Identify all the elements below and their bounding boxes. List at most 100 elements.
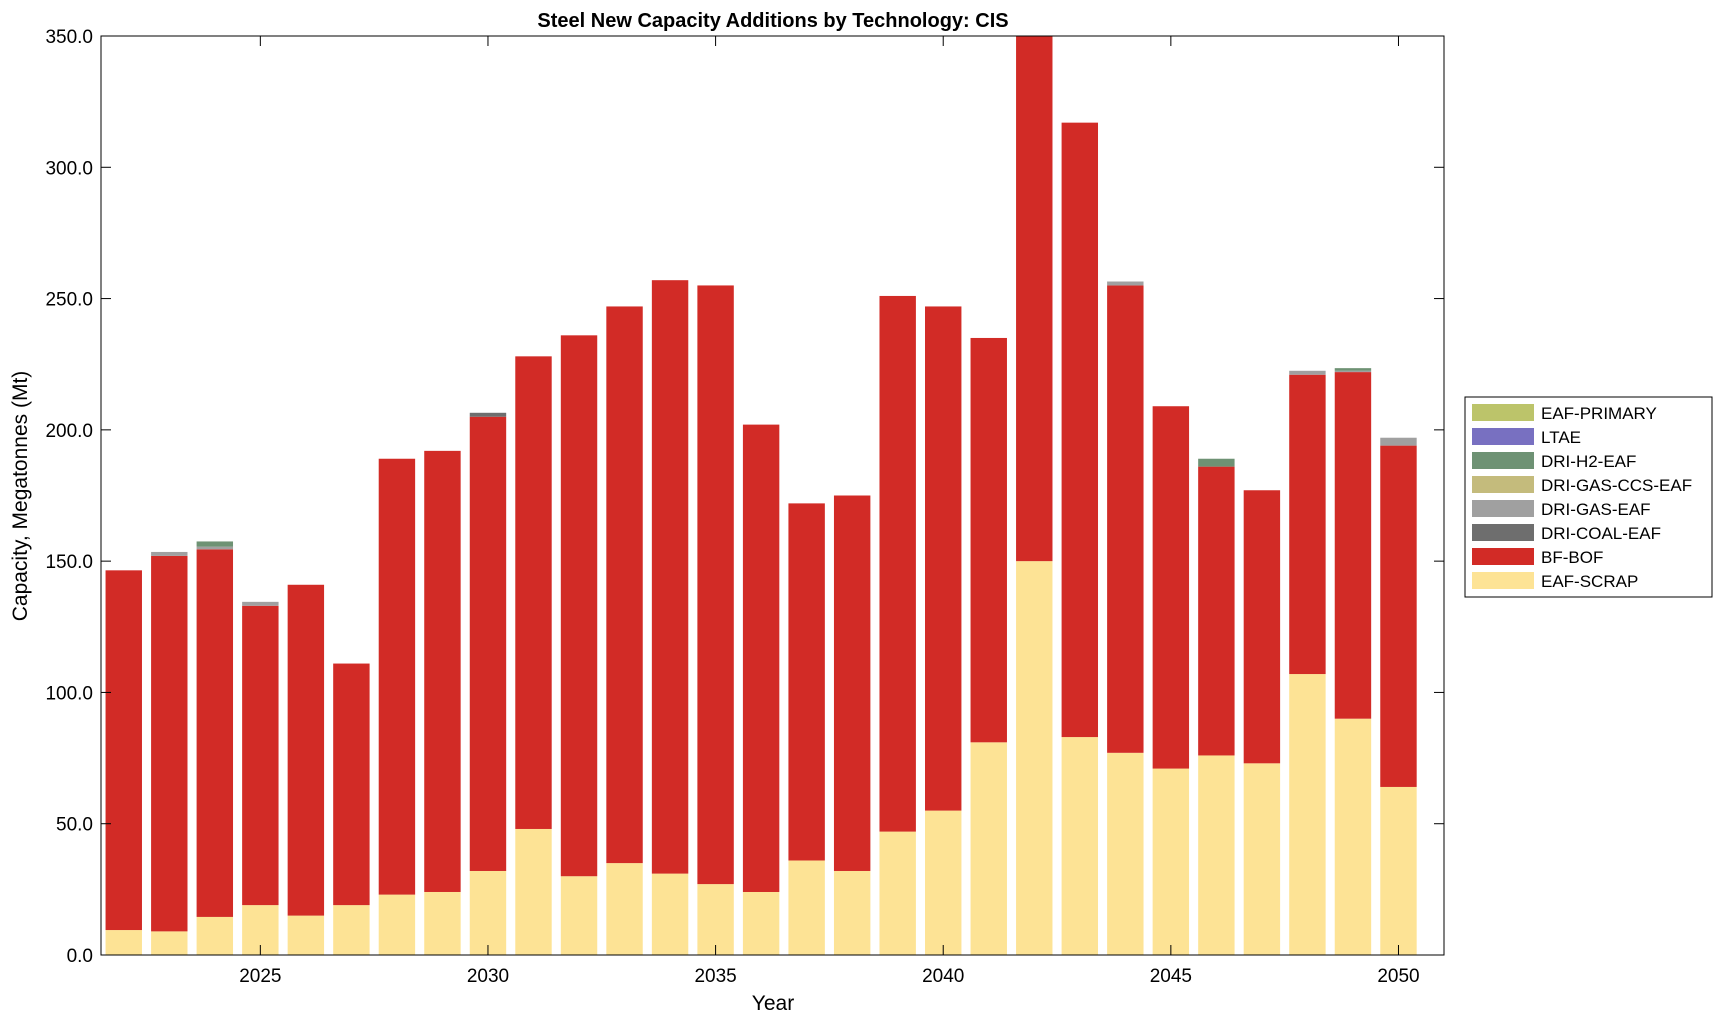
bar-segment-eaf-scrap-2026 — [287, 915, 325, 955]
bar-segment-eaf-scrap-2048 — [1289, 674, 1326, 955]
bar-segment-eaf-scrap-2027 — [333, 905, 370, 955]
bar-segment-bf-bof-2044 — [1107, 285, 1144, 753]
x-tick-label: 2030 — [467, 966, 509, 987]
bar-segment-eaf-scrap-2023 — [151, 931, 188, 955]
bar-segment-eaf-scrap-2035 — [697, 884, 734, 955]
bar-segment-eaf-scrap-2028 — [378, 894, 416, 955]
bar-segment-bf-bof-2030 — [469, 416, 507, 871]
bar-segment-bf-bof-2047 — [1243, 490, 1281, 764]
plot-frame — [100, 35, 1445, 956]
bar-segment-eaf-scrap-2036 — [742, 891, 780, 955]
x-tick-label: 2040 — [922, 966, 964, 987]
legend-swatch-dri-gas-ccs-eaf — [1472, 476, 1534, 493]
bar-segment-bf-bof-2043 — [1061, 122, 1099, 738]
y-axis: 0.0 50.0 100.0 150.0 200.0 250.0 300.0 350.0 — [45, 27, 1444, 967]
bar-segment-eaf-scrap-2042 — [1016, 561, 1053, 955]
x-tick-label: 2035 — [694, 966, 736, 987]
bar-segment-bf-bof-2023 — [151, 555, 188, 932]
bar-segment-eaf-scrap-2049 — [1334, 718, 1372, 955]
bar-segment-bf-bof-2022 — [105, 570, 142, 931]
bar-segment-eaf-scrap-2032 — [560, 876, 598, 955]
x-axis: 2025 2030 2035 2040 2045 2050 — [239, 36, 1420, 987]
bar-segment-eaf-scrap-2030 — [469, 870, 507, 955]
legend-box — [1464, 396, 1713, 598]
bar-segment-bf-bof-2029 — [424, 450, 461, 892]
bar-segment-bf-bof-2049 — [1334, 372, 1372, 719]
bar-segment-eaf-scrap-2037 — [788, 860, 825, 955]
bar-segment-bf-bof-2040 — [925, 306, 962, 811]
y-tick-label: 300.0 — [45, 158, 93, 179]
bar-segment-bf-bof-2036 — [742, 424, 780, 892]
bar-segment-eaf-scrap-2039 — [879, 831, 916, 955]
bar-segment-bf-bof-2050 — [1380, 445, 1417, 787]
bar-segment-eaf-scrap-2031 — [515, 828, 552, 955]
bar-segment-dri-gas-eaf-2024 — [196, 546, 234, 550]
bar-segment-eaf-scrap-2044 — [1107, 752, 1144, 955]
bar-segment-bf-bof-2033 — [606, 306, 643, 864]
bar-segment-bf-bof-2024 — [196, 549, 234, 917]
bar-segment-bf-bof-2039 — [879, 295, 916, 832]
bar-segment-eaf-scrap-2040 — [925, 810, 962, 955]
bar-segment-dri-gas-eaf-2048 — [1289, 370, 1326, 375]
bar-segment-eaf-scrap-2029 — [424, 891, 461, 955]
bar-segment-bf-bof-2027 — [333, 663, 370, 906]
bar-segment-bf-bof-2025 — [242, 605, 279, 906]
legend-swatch-dri-coal-eaf — [1472, 524, 1534, 541]
bar-segment-eaf-scrap-2034 — [651, 873, 689, 955]
x-tick-label: 2050 — [1377, 966, 1419, 987]
chart-title: Steel New Capacity Additions by Technolo… — [537, 10, 1008, 32]
y-tick-label: 0.0 — [67, 946, 93, 967]
bar-segment-bf-bof-2048 — [1289, 374, 1326, 675]
bar-segment-eaf-scrap-2022 — [105, 930, 142, 955]
bar-segment-bf-bof-2045 — [1152, 406, 1190, 769]
bar-segment-dri-h2-eaf-2049 — [1334, 368, 1372, 371]
bar-segment-dri-h2-eaf-2024 — [196, 541, 234, 547]
legend-label-dri-gas-ccs-eaf: DRI-GAS-CCS-EAF — [1541, 476, 1692, 495]
plot-area — [105, 36, 1417, 955]
y-tick-label: 50.0 — [56, 815, 93, 836]
bar-segment-bf-bof-2026 — [287, 584, 325, 916]
bar-segment-eaf-scrap-2046 — [1198, 755, 1235, 955]
legend-label-dri-gas-eaf: DRI-GAS-EAF — [1541, 500, 1651, 519]
y-tick-label: 250.0 — [45, 290, 93, 311]
y-tick-label: 150.0 — [45, 552, 93, 573]
bar-segment-dri-h2-eaf-2046 — [1198, 458, 1235, 467]
bar-segment-bf-bof-2034 — [651, 280, 689, 874]
y-tick-label: 100.0 — [45, 683, 93, 704]
legend: EAF-PRIMARY LTAE DRI-H2-EAF DRI-GAS-CCS-EAF… — [1464, 396, 1713, 598]
legend-label-ltae: LTAE — [1541, 428, 1581, 447]
legend-swatch-ltae — [1472, 428, 1534, 445]
bar-segment-bf-bof-2037 — [788, 503, 825, 861]
bar-segment-eaf-scrap-2033 — [606, 863, 643, 955]
x-axis-label: Year — [752, 992, 794, 1015]
bar-segment-eaf-scrap-2043 — [1061, 737, 1099, 955]
bar-segment-eaf-scrap-2047 — [1243, 763, 1281, 955]
y-axis-label: Capacity, Megatonnes (Mt) — [9, 371, 32, 622]
x-tick-label: 2025 — [239, 966, 281, 987]
bar-segment-bf-bof-2038 — [833, 495, 871, 871]
bar-segment-dri-gas-eaf-2023 — [151, 551, 188, 556]
legend-label-dri-coal-eaf: DRI-COAL-EAF — [1541, 524, 1661, 543]
bar-segment-bf-bof-2031 — [515, 356, 552, 829]
bar-segment-eaf-scrap-2024 — [196, 916, 234, 955]
y-tick-label: 200.0 — [45, 421, 93, 442]
bar-segment-bf-bof-2046 — [1198, 466, 1235, 756]
legend-swatch-eaf-primary — [1472, 404, 1534, 421]
bar-segment-bf-bof-2035 — [697, 285, 734, 885]
legend-label-eaf-primary: EAF-PRIMARY — [1541, 404, 1657, 423]
bar-segment-eaf-scrap-2038 — [833, 870, 871, 955]
legend-swatch-eaf-scrap — [1472, 572, 1534, 589]
legend-swatch-dri-h2-eaf — [1472, 452, 1534, 469]
bar-segment-bf-bof-2028 — [378, 458, 416, 895]
bar-segment-dri-gas-eaf-2049 — [1334, 370, 1372, 373]
legend-label-dri-h2-eaf: DRI-H2-EAF — [1541, 452, 1636, 471]
legend-swatch-dri-gas-eaf — [1472, 500, 1534, 517]
bar-segment-eaf-scrap-2050 — [1380, 786, 1417, 955]
legend-label-bf-bof: BF-BOF — [1541, 548, 1603, 567]
legend-swatch-bf-bof — [1472, 548, 1534, 565]
bar-segment-eaf-scrap-2045 — [1152, 768, 1190, 955]
bar-segment-dri-coal-eaf-2030 — [469, 412, 507, 417]
bar-segment-eaf-scrap-2041 — [970, 742, 1007, 955]
